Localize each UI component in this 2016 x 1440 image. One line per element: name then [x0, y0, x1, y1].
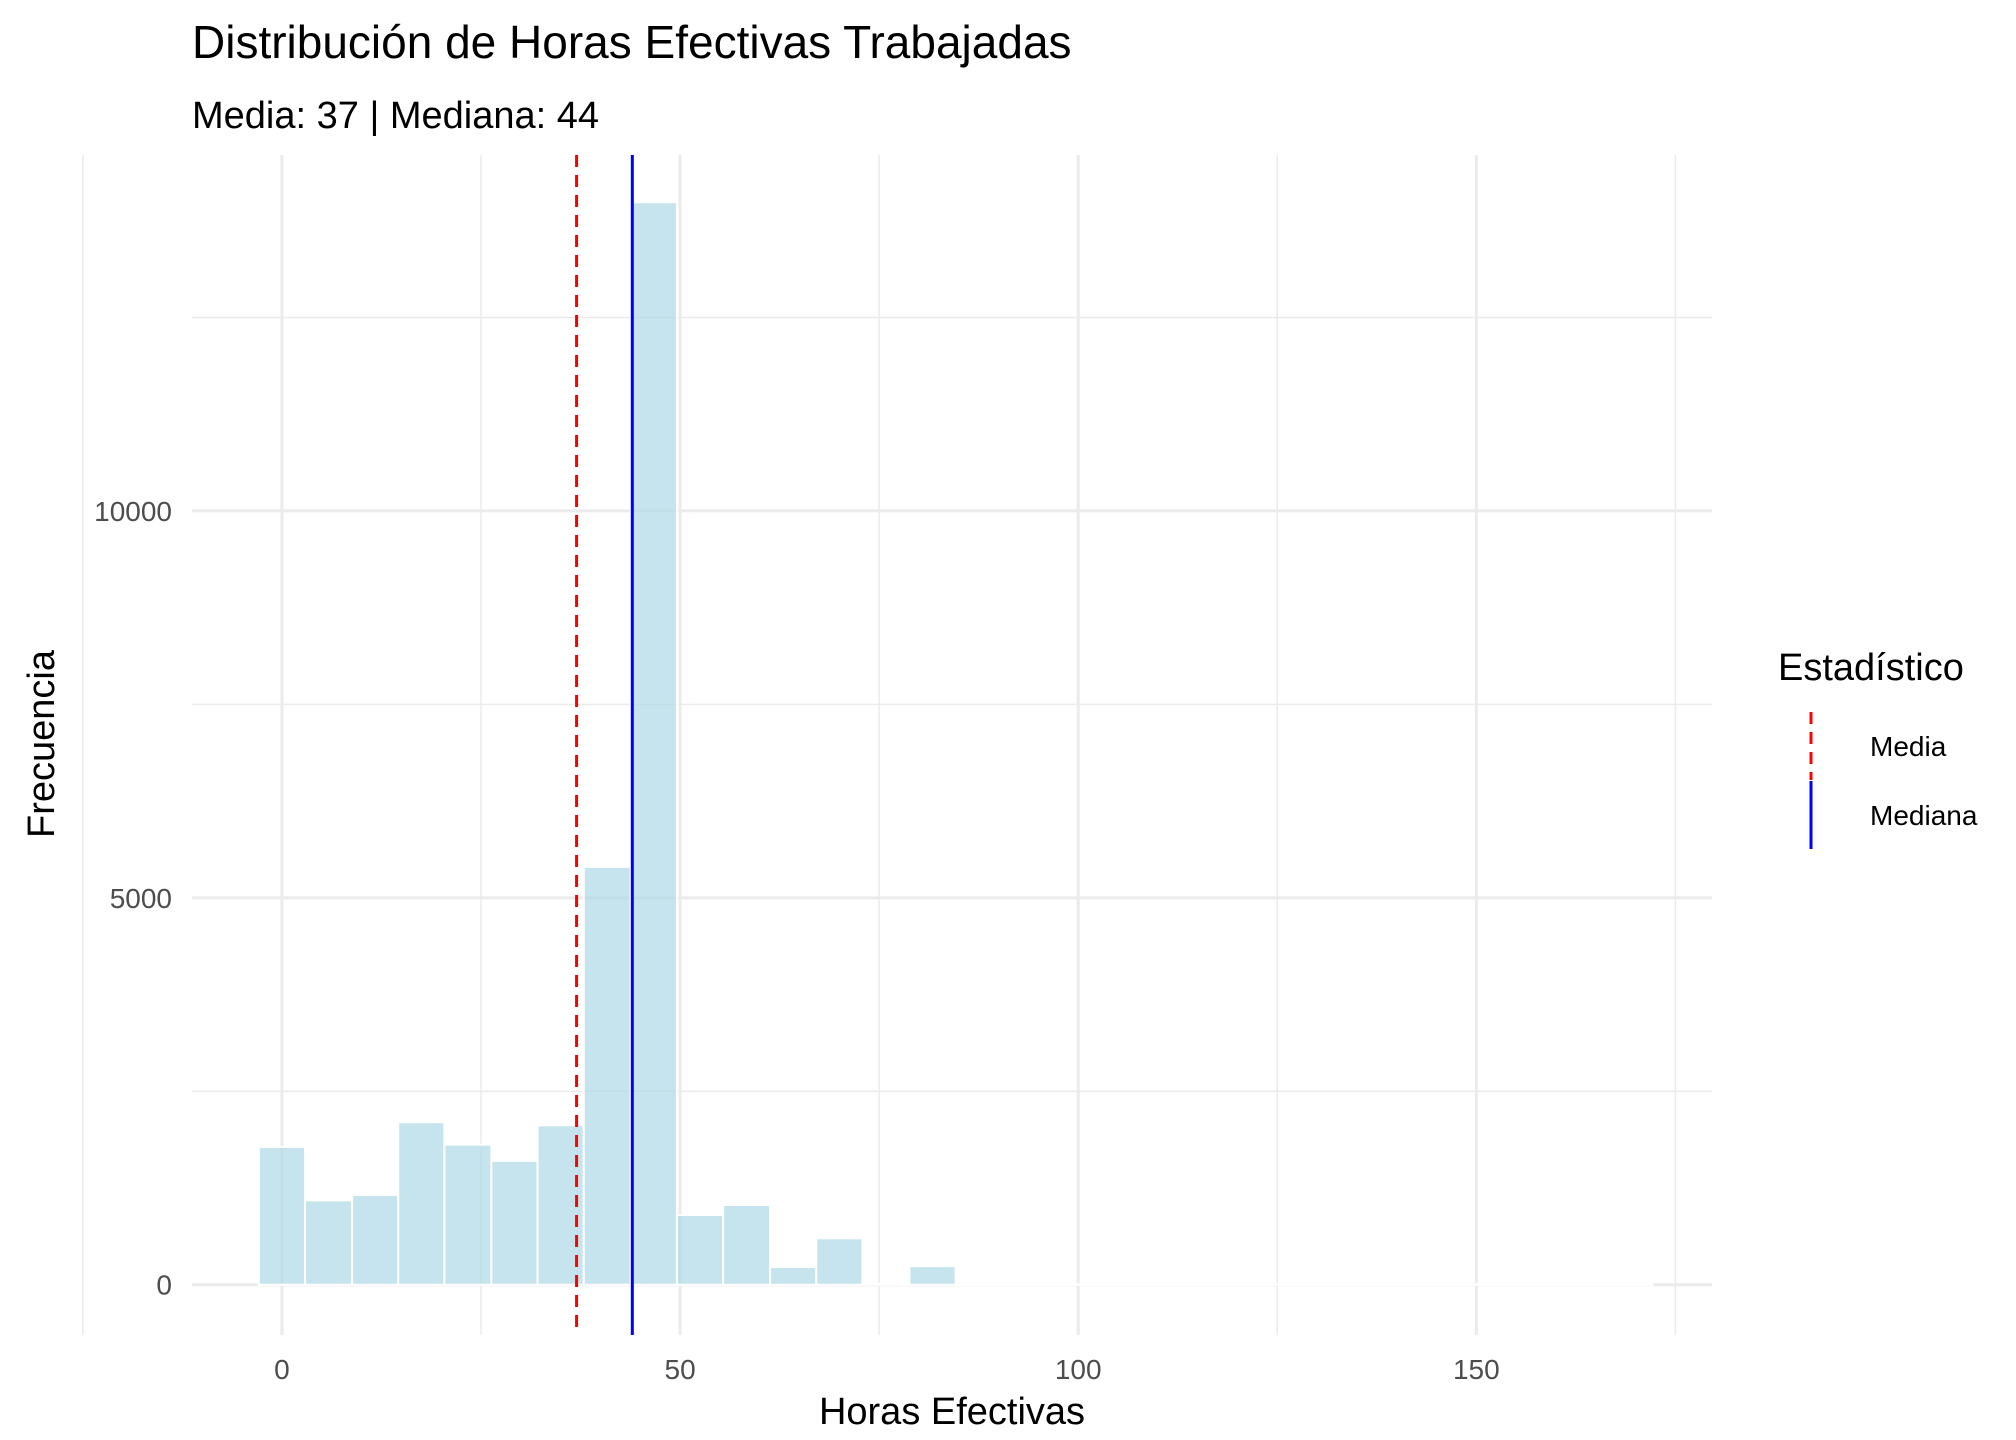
chart-subtitle: Media: 37 | Mediana: 44	[192, 95, 599, 137]
legend: Estadístico Media Mediana	[1778, 647, 1978, 849]
histogram-bar	[1187, 1283, 1236, 1286]
x-tick-label: 0	[274, 1354, 290, 1385]
histogram-bar	[397, 1121, 446, 1286]
histogram-bar	[1511, 1283, 1561, 1286]
y-axis-title: Frecuencia	[21, 649, 63, 838]
legend-label-mediana: Mediana	[1870, 800, 1978, 831]
histogram-bar	[908, 1265, 957, 1286]
histogram-bar	[1418, 1283, 1468, 1286]
histogram-bar	[629, 201, 678, 1286]
histogram-bar	[954, 1283, 1003, 1286]
legend-title: Estadístico	[1778, 647, 1964, 689]
histogram-bar	[722, 1204, 772, 1286]
grid-lines	[82, 155, 1712, 1335]
x-tick-label: 150	[1453, 1354, 1500, 1385]
histogram-bar	[490, 1159, 539, 1286]
x-tick-label: 100	[1055, 1354, 1102, 1385]
histogram-bar	[675, 1214, 725, 1286]
axis-tick-labels: 0 50 100 150 0 5000 10000	[94, 496, 1500, 1385]
histogram-bar	[861, 1282, 911, 1286]
histogram-bar	[1558, 1283, 1608, 1286]
reference-lines	[575, 155, 634, 1335]
histogram-bar	[1465, 1283, 1514, 1286]
histogram-bar	[443, 1143, 493, 1286]
histogram-bar	[1279, 1283, 1329, 1286]
y-tick-label: 5000	[110, 883, 172, 914]
histogram-bar	[1000, 1283, 1050, 1286]
histogram-bar	[1233, 1283, 1282, 1286]
histogram-bar	[815, 1237, 864, 1286]
histogram-bar	[769, 1265, 818, 1286]
histogram-bar	[1093, 1283, 1143, 1286]
histogram-bar	[1372, 1283, 1421, 1286]
histogram-bar	[1605, 1283, 1654, 1286]
histogram-bar	[304, 1199, 354, 1286]
x-tick-label: 50	[665, 1354, 696, 1385]
histogram-bar	[1326, 1283, 1375, 1286]
histogram-bar	[1047, 1283, 1096, 1286]
y-tick-label: 0	[156, 1270, 172, 1301]
legend-entries: Media Mediana	[1809, 712, 1978, 849]
histogram-bars	[257, 201, 1654, 1286]
chart-title: Distribución de Horas Efectivas Trabajad…	[192, 16, 1072, 68]
histogram-bar	[582, 865, 632, 1286]
histogram-bar	[351, 1193, 400, 1286]
x-axis-title: Horas Efectivas	[819, 1391, 1085, 1433]
legend-label-media: Media	[1870, 731, 1947, 762]
histogram-bar	[1140, 1283, 1190, 1286]
y-tick-label: 10000	[94, 496, 172, 527]
histogram-bar	[257, 1145, 307, 1286]
